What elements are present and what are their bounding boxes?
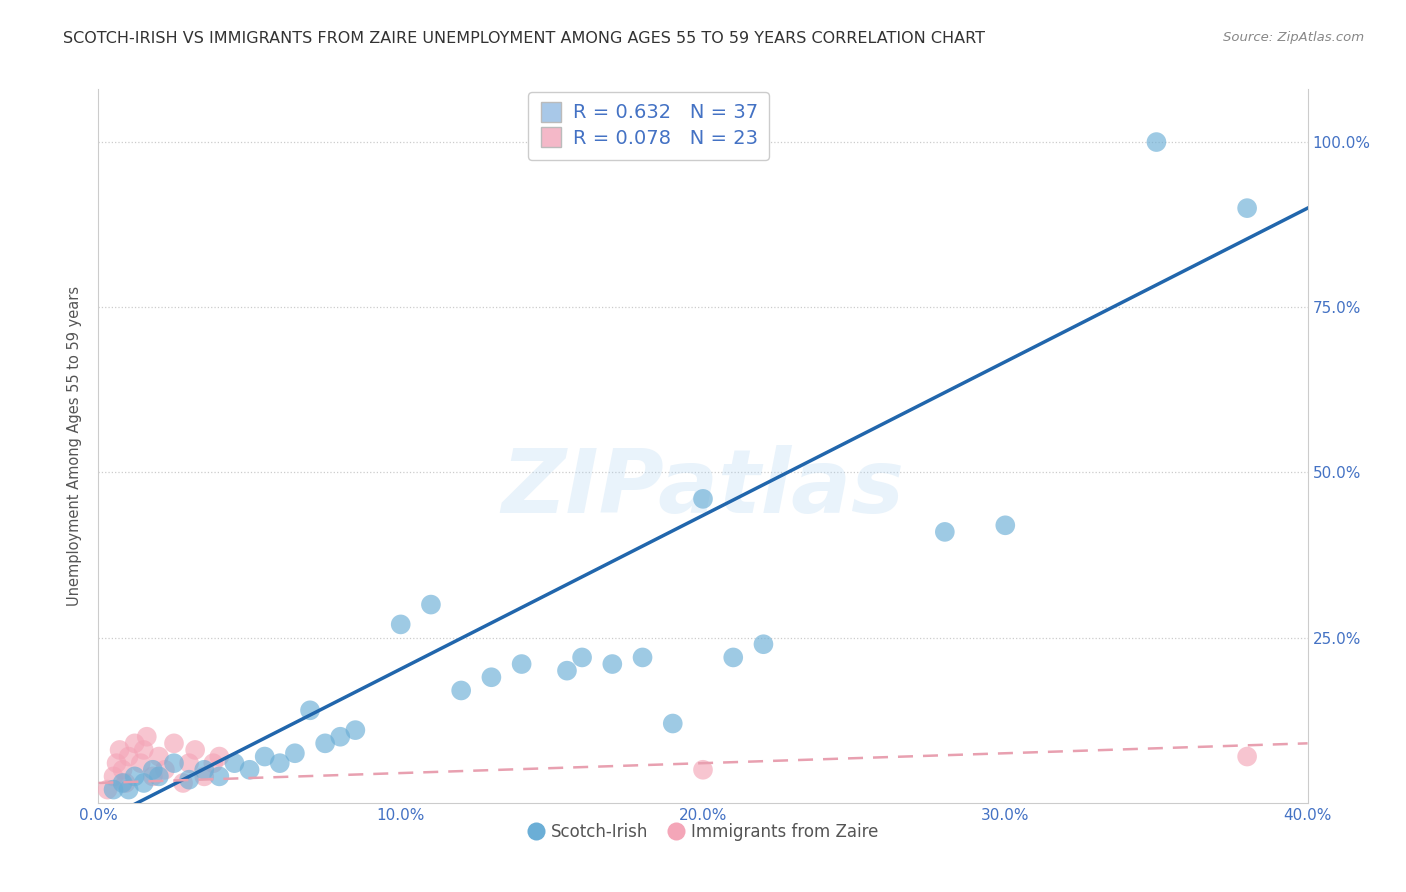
Point [105,756,128,771]
Point [692,763,714,777]
Point [103,769,125,783]
Point [752,637,775,651]
Point [314,736,336,750]
Point [135,730,157,744]
Point [179,756,201,771]
Point [172,776,194,790]
Point [124,769,146,783]
Point [420,598,443,612]
Point [148,769,170,783]
Legend: Scotch-Irish, Immigrants from Zaire: Scotch-Irish, Immigrants from Zaire [520,817,886,848]
Point [142,763,165,777]
Point [132,776,155,790]
Point [1144,135,1167,149]
Point [111,776,134,790]
Point [510,657,533,671]
Point [269,756,291,771]
Point [555,664,578,678]
Point [450,683,472,698]
Point [153,763,176,777]
Point [202,756,225,771]
Point [661,716,683,731]
Point [163,736,186,750]
Point [631,650,654,665]
Point [118,749,141,764]
Text: SCOTCH-IRISH VS IMMIGRANTS FROM ZAIRE UNEMPLOYMENT AMONG AGES 55 TO 59 YEARS COR: SCOTCH-IRISH VS IMMIGRANTS FROM ZAIRE UN… [63,31,986,46]
Point [329,730,352,744]
Point [481,670,503,684]
Point [142,769,165,783]
Point [108,743,131,757]
Point [193,769,215,783]
Point [148,749,170,764]
Point [344,723,367,738]
Point [163,756,186,771]
Text: ZIPatlas: ZIPatlas [502,445,904,533]
Y-axis label: Unemployment Among Ages 55 to 59 years: Unemployment Among Ages 55 to 59 years [67,286,83,606]
Point [934,524,956,539]
Point [114,776,136,790]
Point [124,736,146,750]
Point [132,743,155,757]
Point [103,782,125,797]
Text: Source: ZipAtlas.com: Source: ZipAtlas.com [1223,31,1364,45]
Point [723,650,745,665]
Point [96,782,118,797]
Point [179,772,201,787]
Point [571,650,593,665]
Point [692,491,714,506]
Point [253,749,276,764]
Point [111,763,134,777]
Point [389,617,412,632]
Point [1236,749,1258,764]
Point [299,703,322,717]
Point [118,782,141,797]
Point [224,756,246,771]
Point [284,746,307,760]
Point [994,518,1017,533]
Point [193,763,215,777]
Point [208,769,231,783]
Point [184,743,207,757]
Point [239,763,262,777]
Point [208,749,231,764]
Point [602,657,624,671]
Point [1236,201,1258,215]
Point [129,756,152,771]
